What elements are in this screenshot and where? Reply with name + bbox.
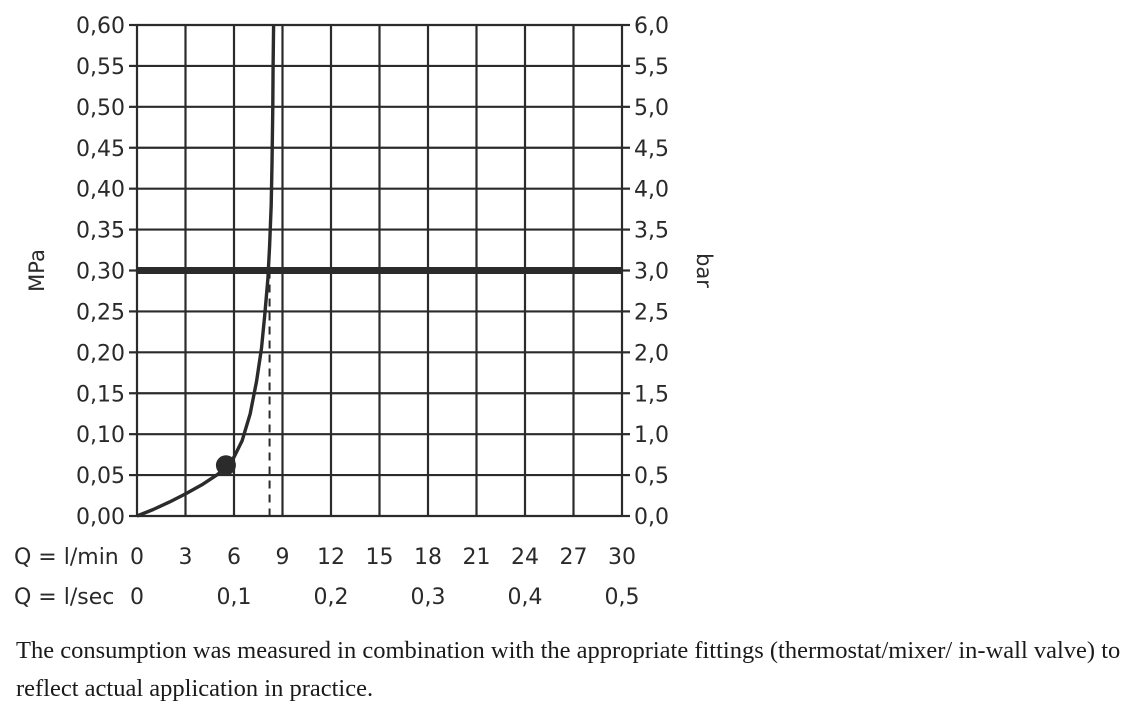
data-marker-0 bbox=[215, 455, 236, 476]
x2-tick-label-1: 0,1 bbox=[217, 585, 252, 610]
y2-tick-label-5: 2,5 bbox=[634, 300, 669, 325]
y-tick-label-0: 0,00 bbox=[76, 505, 125, 530]
x2-tick-label-4: 0,4 bbox=[508, 585, 543, 610]
y-tick-label-6: 0,30 bbox=[76, 260, 125, 285]
y2-tick-label-8: 4,0 bbox=[634, 178, 669, 203]
y2-tick-label-11: 5,5 bbox=[634, 55, 669, 80]
x-tick-label-6: 18 bbox=[414, 545, 442, 570]
x-tick-label-5: 15 bbox=[366, 545, 394, 570]
y2-axis-label: bar bbox=[692, 253, 716, 288]
y2-tick-label-12: 6,0 bbox=[634, 14, 669, 39]
y-tick-label-11: 0,55 bbox=[76, 55, 125, 80]
x-axis-row1-label: Q = l/min bbox=[14, 545, 119, 570]
x-tick-label-2: 6 bbox=[227, 545, 241, 570]
y-axis-label: MPa bbox=[25, 249, 49, 292]
chart-caption: The consumption was measured in combinat… bbox=[16, 637, 1121, 702]
y-tick-label-4: 0,20 bbox=[76, 341, 125, 366]
y2-tick-label-7: 3,5 bbox=[634, 219, 669, 244]
y-tick-label-2: 0,10 bbox=[76, 423, 125, 448]
y-tick-label-3: 0,15 bbox=[76, 382, 125, 407]
flow-pressure-chart: 0,000,050,100,150,200,250,300,350,400,45… bbox=[14, 14, 716, 610]
y2-tick-label-9: 4,5 bbox=[634, 137, 669, 162]
y2-tick-label-1: 0,5 bbox=[634, 464, 669, 489]
y-tick-label-1: 0,05 bbox=[76, 464, 125, 489]
x-tick-label-8: 24 bbox=[511, 545, 539, 570]
x-tick-label-4: 12 bbox=[317, 545, 345, 570]
x-tick-label-7: 21 bbox=[463, 545, 491, 570]
x2-tick-label-0: 0 bbox=[130, 585, 144, 610]
y2-tick-label-2: 1,0 bbox=[634, 423, 669, 448]
x-tick-label-1: 3 bbox=[179, 545, 193, 570]
x-tick-label-3: 9 bbox=[276, 545, 290, 570]
y2-tick-label-10: 5,0 bbox=[634, 96, 669, 121]
y-tick-label-7: 0,35 bbox=[76, 219, 125, 244]
x-tick-label-9: 27 bbox=[560, 545, 588, 570]
x-tick-label-10: 30 bbox=[608, 545, 636, 570]
y-tick-label-9: 0,45 bbox=[76, 137, 125, 162]
y-tick-label-10: 0,50 bbox=[76, 96, 125, 121]
y-tick-label-5: 0,25 bbox=[76, 300, 125, 325]
x2-tick-label-2: 0,2 bbox=[314, 585, 349, 610]
x-axis-row2-label: Q = l/sec bbox=[14, 585, 114, 610]
y2-tick-label-4: 2,0 bbox=[634, 341, 669, 366]
y2-tick-label-3: 1,5 bbox=[634, 382, 669, 407]
x2-tick-label-3: 0,3 bbox=[411, 585, 446, 610]
y-tick-label-12: 0,60 bbox=[76, 14, 125, 39]
x-tick-label-0: 0 bbox=[130, 545, 144, 570]
y-tick-label-8: 0,40 bbox=[76, 178, 125, 203]
y2-tick-label-0: 0,0 bbox=[634, 505, 669, 530]
x2-tick-label-5: 0,5 bbox=[605, 585, 640, 610]
y2-tick-label-6: 3,0 bbox=[634, 260, 669, 285]
series-line-0 bbox=[136, 24, 276, 518]
